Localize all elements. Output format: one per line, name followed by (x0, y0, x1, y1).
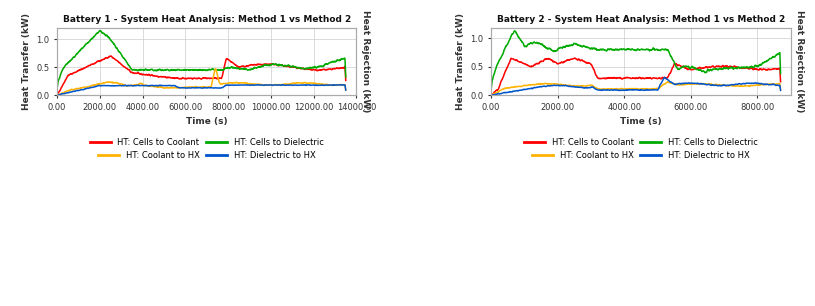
Y-axis label: Heat Rejection (kW): Heat Rejection (kW) (795, 10, 804, 113)
Y-axis label: Heat Rejection (kW): Heat Rejection (kW) (361, 10, 370, 113)
Y-axis label: Heat Transfer (kW): Heat Transfer (kW) (456, 13, 465, 110)
Legend: HT: Coolant to HX, HT: Dielectric to HX: HT: Coolant to HX, HT: Dielectric to HX (529, 148, 753, 164)
Y-axis label: Heat Transfer (kW): Heat Transfer (kW) (22, 13, 31, 110)
X-axis label: Time (s): Time (s) (186, 117, 227, 126)
Title: Battery 1 - System Heat Analysis: Method 1 vs Method 2: Battery 1 - System Heat Analysis: Method… (63, 15, 351, 24)
Title: Battery 2 - System Heat Analysis: Method 1 vs Method 2: Battery 2 - System Heat Analysis: Method… (496, 15, 785, 24)
Legend: HT: Coolant to HX, HT: Dielectric to HX: HT: Coolant to HX, HT: Dielectric to HX (95, 148, 319, 164)
X-axis label: Time (s): Time (s) (620, 117, 662, 126)
